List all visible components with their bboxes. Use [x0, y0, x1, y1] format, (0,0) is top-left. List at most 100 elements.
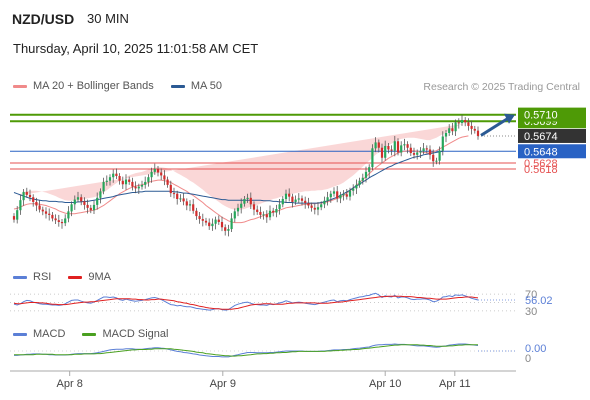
candle: [390, 145, 393, 156]
candle-body: [48, 213, 51, 215]
candle: [227, 224, 230, 237]
rsi-series-rsi: [13, 292, 479, 311]
candle: [44, 207, 48, 219]
candle-body: [371, 148, 374, 168]
macd-series-signal: [14, 344, 478, 357]
candle: [105, 175, 108, 186]
candle-body: [240, 203, 243, 208]
candle: [320, 201, 323, 211]
candle-body: [342, 194, 345, 196]
candle-body: [249, 197, 252, 205]
candle: [230, 213, 233, 232]
candle: [92, 200, 96, 215]
candle-body: [214, 219, 217, 224]
legend-ma50-label: MA 50: [190, 80, 223, 92]
candle-body: [470, 125, 473, 129]
candle-body: [304, 200, 307, 204]
candle: [57, 214, 60, 227]
candle: [368, 164, 371, 178]
candle-body: [156, 168, 160, 173]
last-price-tag-label-2: 0.5674: [524, 131, 558, 143]
candle: [108, 174, 112, 186]
bollinger-band-fill: [14, 123, 469, 210]
candle: [464, 117, 467, 127]
candle: [441, 131, 444, 156]
candle: [256, 205, 259, 215]
candle: [304, 196, 307, 209]
candle: [252, 201, 256, 216]
candle-body: [188, 204, 192, 206]
candle: [12, 213, 16, 223]
candle-body: [403, 144, 406, 146]
candle: [144, 176, 147, 189]
resistance-tag-top-bg: [518, 107, 586, 122]
candle: [102, 177, 105, 195]
candle-body: [60, 221, 64, 224]
candle: [160, 168, 163, 181]
candle-body: [291, 196, 294, 202]
research-credit: Research © 2025 Trading Central: [423, 81, 580, 93]
candle: [112, 169, 115, 183]
resistance-tag-top-label: 0.5710: [524, 110, 558, 122]
candle: [22, 188, 25, 206]
candle-body: [99, 191, 102, 198]
candle-body: [220, 221, 224, 228]
candle: [313, 203, 316, 215]
candle: [51, 211, 54, 222]
candle: [403, 138, 406, 151]
candle-body: [368, 167, 371, 172]
forecast-arrow-shaft: [480, 116, 510, 137]
candle: [188, 200, 192, 212]
candle: [204, 217, 208, 226]
candle: [25, 187, 28, 198]
candle: [96, 192, 99, 210]
candle-body: [278, 204, 281, 210]
forecast-arrow-head: [504, 113, 515, 124]
x-tick-label: Apr 8: [57, 378, 83, 390]
candle-body: [233, 211, 236, 219]
candle-body: [227, 229, 230, 231]
candle-body: [390, 149, 393, 151]
candle: [156, 166, 160, 177]
candle: [364, 166, 368, 183]
candle: [336, 186, 339, 203]
candle-body: [438, 150, 441, 161]
candle: [448, 124, 451, 136]
candle: [451, 122, 454, 136]
candle-body: [444, 133, 448, 137]
candle-body: [211, 223, 214, 227]
candle: [275, 204, 278, 218]
candle: [444, 130, 448, 143]
candle: [371, 144, 374, 171]
candle: [259, 206, 262, 219]
rsi-series-9ma: [13, 295, 479, 310]
candle: [438, 146, 441, 165]
candle-body: [409, 147, 412, 154]
candle-body: [467, 122, 470, 126]
candle-body: [201, 219, 204, 221]
candle-body: [163, 175, 166, 180]
candle: [54, 214, 57, 225]
candle-body: [83, 201, 86, 205]
candle: [300, 195, 304, 206]
candle: [28, 189, 32, 202]
rsi-last-value: 56.02: [525, 295, 553, 307]
candle: [387, 143, 390, 154]
candle: [291, 193, 294, 208]
main-legend: MA 20 + Bollinger Bands MA 50: [13, 80, 236, 92]
candle-body: [92, 204, 96, 211]
x-tick-label: Apr 11: [439, 378, 471, 390]
candle-body: [121, 180, 124, 185]
candle-body: [102, 181, 105, 192]
candle: [284, 189, 288, 203]
candle-body: [76, 197, 80, 200]
candle: [128, 176, 131, 185]
candle: [89, 204, 92, 214]
candle: [339, 191, 342, 204]
candle: [192, 199, 195, 214]
candle-body: [185, 201, 188, 206]
candle-body: [169, 184, 172, 194]
candle: [454, 119, 457, 136]
candle-body: [310, 205, 313, 208]
candle: [208, 218, 211, 230]
